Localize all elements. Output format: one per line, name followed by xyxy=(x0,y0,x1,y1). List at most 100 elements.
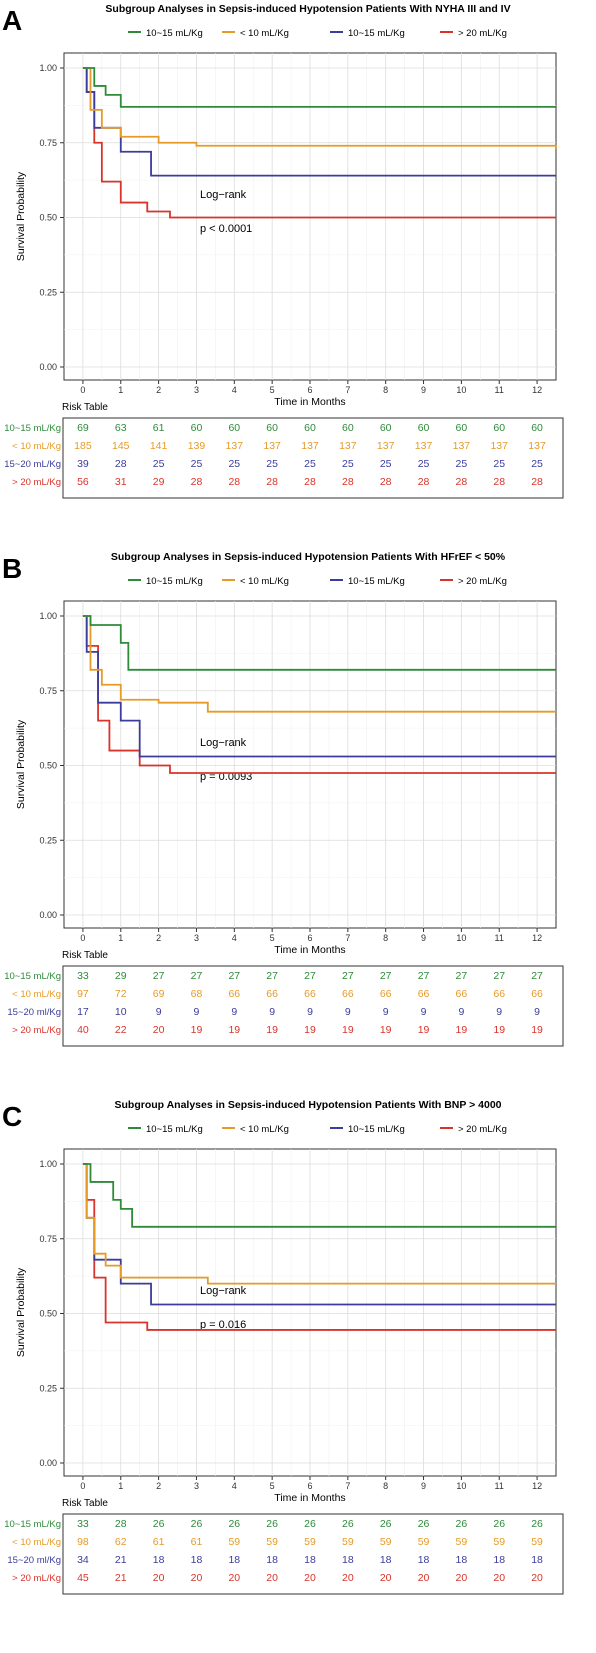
risk-table-row-label: > 20 mL/Kg xyxy=(12,1025,61,1036)
x-tick-label: 5 xyxy=(270,385,275,395)
risk-table-cell: 63 xyxy=(115,422,127,434)
x-tick-label: 0 xyxy=(80,1481,85,1491)
risk-table-row-label: > 20 mL/Kg xyxy=(12,1573,61,1584)
risk-table-cell: 61 xyxy=(153,422,165,434)
risk-table-cell: 9 xyxy=(345,1006,351,1018)
risk-table-cell: 26 xyxy=(304,1518,316,1530)
risk-table-cell: 137 xyxy=(528,440,546,452)
x-tick-label: 12 xyxy=(532,1481,542,1491)
risk-table-cell: 10 xyxy=(115,1006,127,1018)
p-value-label: p = 0.0093 xyxy=(200,771,252,783)
risk-table-row-label: < 10 mL/Kg xyxy=(12,441,61,452)
risk-table-cell: 9 xyxy=(307,1006,313,1018)
chart-title: Subgroup Analyses in Sepsis-induced Hypo… xyxy=(105,3,510,15)
x-tick-label: 11 xyxy=(495,385,504,395)
panel-letter: C xyxy=(2,1101,22,1132)
x-tick-label: 5 xyxy=(270,1481,275,1491)
legend-label: < 10 mL/Kg xyxy=(240,28,289,39)
risk-table-cell: 19 xyxy=(266,1024,278,1036)
risk-table-row-label: 10~15 mL/Kg xyxy=(4,423,61,434)
risk-table-cell: 28 xyxy=(456,476,468,488)
y-axis-label: Survival Probability xyxy=(15,1267,27,1357)
x-tick-label: 10 xyxy=(456,933,466,943)
risk-table-cell: 27 xyxy=(228,970,240,982)
risk-table-cell: 141 xyxy=(150,440,168,452)
risk-table-cell: 28 xyxy=(304,476,316,488)
x-tick-label: 7 xyxy=(345,385,350,395)
risk-table-cell: 20 xyxy=(191,1572,203,1584)
risk-table-cell: 59 xyxy=(342,1536,354,1548)
risk-table-row-label: 15~20 ml/Kg xyxy=(7,1555,61,1566)
x-tick-label: 0 xyxy=(80,385,85,395)
legend-label: > 20 mL/Kg xyxy=(458,1124,507,1135)
risk-table-row-label: 10~15 mL/Kg xyxy=(4,1519,61,1530)
risk-table-cell: 137 xyxy=(377,440,395,452)
km-curve xyxy=(82,615,556,758)
risk-table-cell: 26 xyxy=(531,1518,543,1530)
logrank-label: Log−rank xyxy=(200,1285,247,1297)
risk-table-cell: 20 xyxy=(304,1572,316,1584)
x-tick-label: 2 xyxy=(156,1481,161,1491)
x-tick-label: 12 xyxy=(532,385,542,395)
x-tick-label: 1 xyxy=(118,385,123,395)
risk-table-cell: 19 xyxy=(380,1024,392,1036)
risk-table-cell: 18 xyxy=(304,1554,316,1566)
risk-table-cell: 18 xyxy=(418,1554,430,1566)
x-tick-label: 10 xyxy=(456,1481,466,1491)
risk-table-cell: 137 xyxy=(301,440,319,452)
x-tick-label: 4 xyxy=(232,933,237,943)
y-tick-label: 0.75 xyxy=(39,138,57,148)
risk-table-cell: 27 xyxy=(418,970,430,982)
risk-table-cell: 59 xyxy=(304,1536,316,1548)
risk-table-title: Risk Table xyxy=(62,402,108,413)
risk-table-cell: 66 xyxy=(228,988,240,1000)
risk-table-cell: 20 xyxy=(418,1572,430,1584)
risk-table-cell: 19 xyxy=(531,1024,543,1036)
risk-table-cell: 29 xyxy=(153,476,165,488)
risk-table-cell: 25 xyxy=(191,458,203,470)
risk-table-cell: 26 xyxy=(342,1518,354,1530)
risk-table-cell: 62 xyxy=(115,1536,127,1548)
x-axis-label: Time in Months xyxy=(274,396,345,408)
panel-letter: A xyxy=(2,5,22,36)
risk-table-cell: 137 xyxy=(490,440,508,452)
risk-table-cell: 20 xyxy=(153,1572,165,1584)
legend-label: 10~15 mL/Kg xyxy=(348,1124,405,1135)
x-tick-label: 6 xyxy=(307,385,312,395)
risk-table-cell: 18 xyxy=(342,1554,354,1566)
risk-table-cell: 20 xyxy=(493,1572,505,1584)
x-tick-label: 0 xyxy=(80,933,85,943)
risk-table-cell: 29 xyxy=(115,970,127,982)
risk-table-row-label: < 10 mL/Kg xyxy=(12,1537,61,1548)
legend-label: < 10 mL/Kg xyxy=(240,576,289,587)
risk-table-cell: 20 xyxy=(228,1572,240,1584)
risk-table-cell: 60 xyxy=(493,422,505,434)
p-value-label: p = 0.016 xyxy=(200,1319,246,1331)
risk-table-cell: 9 xyxy=(458,1006,464,1018)
risk-table-cell: 66 xyxy=(531,988,543,1000)
risk-table-cell: 25 xyxy=(304,458,316,470)
x-tick-label: 8 xyxy=(383,1481,388,1491)
risk-table-cell: 27 xyxy=(456,970,468,982)
x-tick-label: 2 xyxy=(156,385,161,395)
risk-table-cell: 19 xyxy=(191,1024,203,1036)
risk-table-row-label: 15~20 ml/Kg xyxy=(7,1007,61,1018)
risk-table-cell: 66 xyxy=(342,988,354,1000)
risk-table-cell: 33 xyxy=(77,1518,89,1530)
risk-table-cell: 27 xyxy=(191,970,203,982)
x-tick-label: 3 xyxy=(194,385,199,395)
risk-table-cell: 20 xyxy=(342,1572,354,1584)
x-tick-label: 1 xyxy=(118,933,123,943)
x-tick-label: 6 xyxy=(307,1481,312,1491)
risk-table-row-label: > 20 mL/Kg xyxy=(12,477,61,488)
risk-table-cell: 34 xyxy=(77,1554,89,1566)
risk-table-cell: 18 xyxy=(456,1554,468,1566)
risk-table-cell: 60 xyxy=(304,422,316,434)
risk-table-row-label: < 10 mL/Kg xyxy=(12,989,61,1000)
risk-table-cell: 66 xyxy=(418,988,430,1000)
risk-table-cell: 27 xyxy=(342,970,354,982)
risk-table-cell: 66 xyxy=(266,988,278,1000)
risk-table-cell: 26 xyxy=(456,1518,468,1530)
x-tick-label: 7 xyxy=(345,933,350,943)
risk-table-cell: 9 xyxy=(383,1006,389,1018)
